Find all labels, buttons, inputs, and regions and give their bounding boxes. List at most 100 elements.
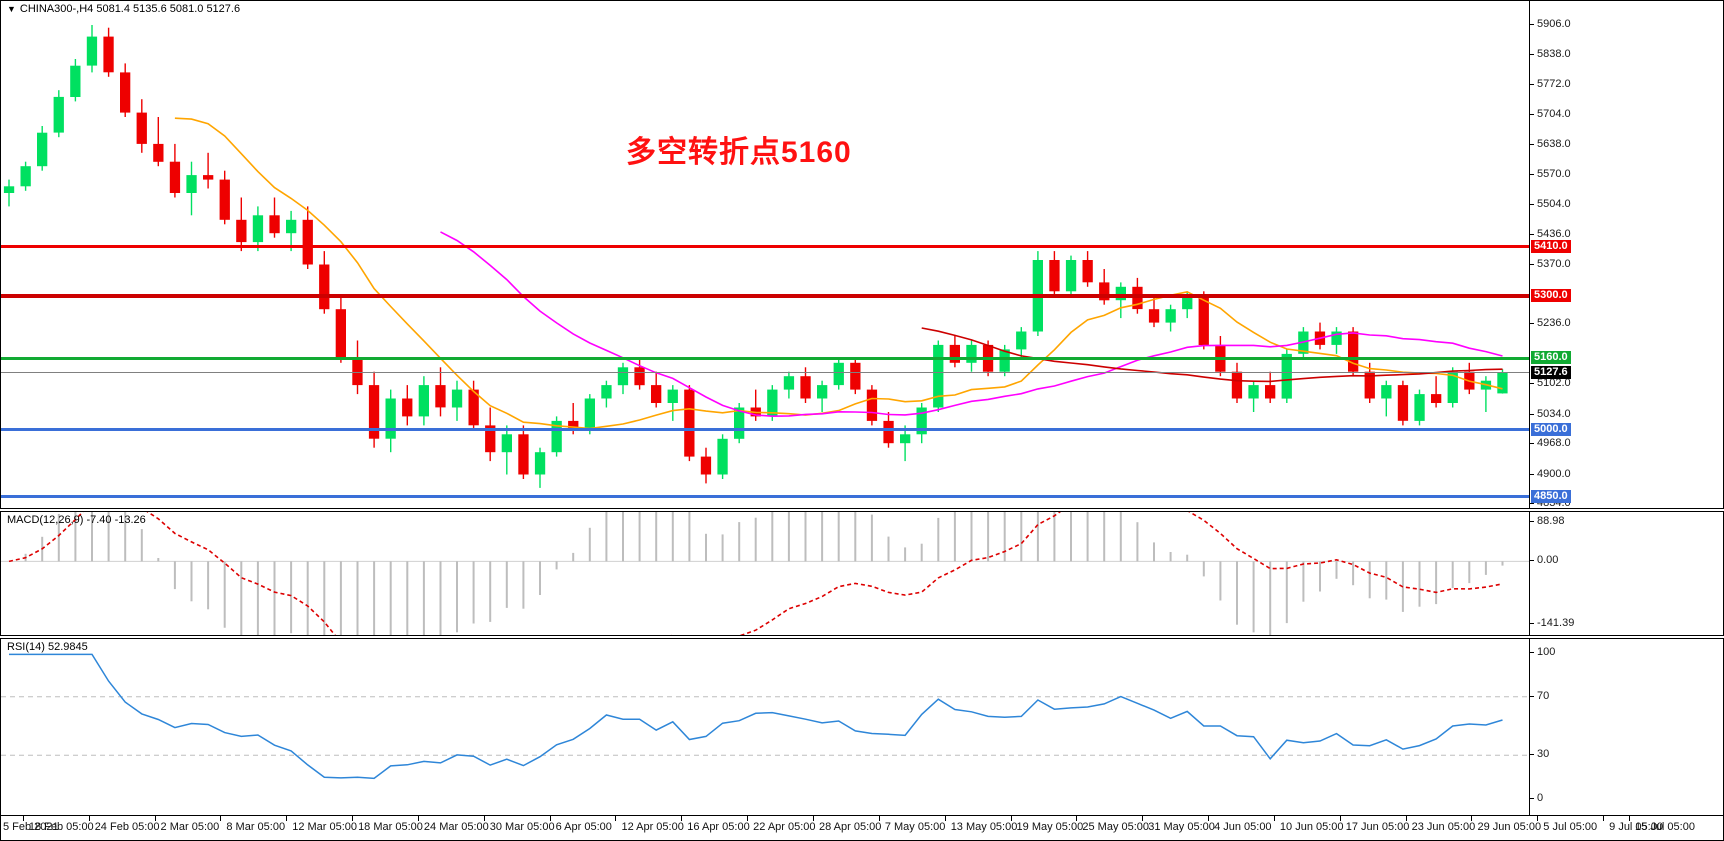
time-axis-tick (813, 816, 814, 821)
price-axis-tick: 4834.0 (1530, 498, 1571, 509)
time-axis-label: 2 Mar 05:00 (160, 821, 220, 833)
time-axis-tick (1603, 816, 1605, 821)
time-axis-label: 18 Feb 05:00 (28, 821, 94, 833)
price-axis-tick: 5436.0 (1530, 229, 1571, 240)
time-axis-tick (1208, 816, 1210, 821)
time-axis-label: 10 Jun 05:00 (1279, 821, 1344, 833)
price-axis-tick: 5102.0 (1530, 378, 1571, 389)
time-axis-label: 15 Jul 05:00 (1635, 821, 1695, 833)
macd-panel[interactable]: MACD(12,26,9) -7.40 -13.26 88.98 0.00 -141… (0, 511, 1724, 636)
price-axis-tick: 5504.0 (1530, 198, 1571, 210)
price-axis-tick: 5236.0 (1530, 318, 1571, 329)
time-axis-label: 24 Mar 05:00 (423, 821, 489, 833)
time-axis-tick (1339, 816, 1341, 821)
price-panel[interactable]: ▼ CHINA300-,H4 5081.4 5135.6 5081.0 5127.… (0, 0, 1724, 509)
time-axis-tick (220, 816, 222, 821)
price-level-line[interactable] (1, 293, 1529, 298)
rsi-axis[interactable]: 100 70 30 0 (1529, 639, 1723, 815)
time-axis-tick (286, 816, 288, 821)
time-axis-tick (615, 816, 617, 821)
time-axis-tick (1629, 816, 1630, 821)
time-axis-tick (22, 816, 24, 821)
time-axis-label: 24 Feb 05:00 (94, 821, 160, 833)
time-axis-label: 13 May 05:00 (950, 821, 1018, 833)
price-axis-tick: 5638.0 (1530, 138, 1571, 150)
rsi-panel[interactable]: RSI(14) 52.9845 100 70 30 0 (0, 638, 1724, 816)
time-axis-tick (944, 816, 946, 821)
time-axis-label: 5 Feb 2021 (3, 821, 59, 833)
macd-plot-area[interactable] (1, 512, 1529, 635)
rsi-series-svg (1, 653, 1529, 780)
rsi-header-label: RSI(14) 52.9845 (7, 641, 88, 653)
time-axis-label: 5 Jul 05:00 (1543, 821, 1598, 833)
price-level-line[interactable] (1, 372, 1529, 374)
time-axis-label: 7 May 05:00 (884, 821, 946, 833)
macd-axis-tick: 88.98 (1530, 516, 1565, 527)
price-axis-tick: 5906.0 (1530, 19, 1571, 30)
price-level-line[interactable] (1, 495, 1529, 499)
time-axis-label: 9 Jul 05:00 (1609, 821, 1663, 833)
time-axis-tick (88, 816, 90, 821)
time-axis-tick (1010, 816, 1012, 821)
symbol-header: ▼ CHINA300-,H4 5081.4 5135.6 5081.0 5127.… (7, 3, 240, 15)
price-axis-tick: 4968.0 (1530, 438, 1571, 449)
time-axis-label: 23 Jun 05:00 (1411, 821, 1476, 833)
price-level-badge[interactable]: 4850.0 (1531, 489, 1571, 503)
time-axis-label: 28 Apr 05:00 (819, 821, 882, 833)
price-level-line[interactable] (1, 428, 1529, 432)
time-axis-tick (878, 816, 880, 821)
macd-series-svg (1, 512, 1529, 635)
time-axis[interactable]: 5 Feb 2021 18 Feb 05:00 24 Feb 05:00 2 Mar … (0, 816, 1724, 841)
price-axis-tick: 5704.0 (1530, 109, 1571, 120)
price-axis-tick: 5370.0 (1530, 258, 1571, 270)
price-axis-tick: 5772.0 (1530, 78, 1571, 90)
time-axis-tick (1142, 816, 1144, 821)
time-axis-tick (154, 816, 156, 821)
time-axis-label: 29 Jun 05:00 (1477, 821, 1542, 833)
price-axis-tick: 5570.0 (1530, 169, 1571, 180)
macd-axis-tick: 0.00 (1530, 555, 1558, 566)
rsi-axis-tick: 0 (1530, 793, 1543, 804)
price-level-badge[interactable]: 5127.6 (1531, 365, 1571, 379)
price-level-line[interactable] (1, 245, 1529, 249)
price-axis[interactable]: 5906.0 5838.0 5772.0 5704.0 5638.0 5570.0 5504… (1529, 1, 1723, 509)
rsi-axis-tick: 30 (1530, 749, 1549, 760)
time-axis-label: 19 May 05:00 (1016, 821, 1084, 833)
macd-header-label: MACD(12,26,9) -7.40 -13.26 (7, 514, 146, 526)
time-axis-label: 12 Apr 05:00 (621, 821, 684, 833)
price-level-line[interactable] (1, 356, 1529, 360)
chevron-down-icon[interactable]: ▼ (7, 4, 16, 15)
time-axis-label: 25 May 05:00 (1082, 821, 1150, 833)
time-axis-tick (1405, 816, 1407, 821)
price-level-badge[interactable]: 5410.0 (1531, 239, 1571, 253)
time-axis-label: 8 Mar 05:00 (226, 821, 286, 833)
chart-annotation-text: 多空转折点5160 (626, 136, 852, 169)
time-axis-tick (417, 816, 419, 821)
time-axis-tick (681, 816, 683, 821)
price-series-svg (3, 25, 1508, 488)
rsi-axis-tick: 100 (1530, 647, 1555, 658)
time-axis-tick (352, 816, 354, 821)
time-axis-tick (1471, 816, 1473, 821)
macd-axis-tick: -141.39 (1530, 618, 1574, 629)
time-axis-label: 31 May 05:00 (1148, 821, 1215, 833)
price-axis-tick: 5838.0 (1530, 49, 1571, 60)
rsi-axis-tick: 70 (1530, 690, 1549, 702)
price-level-badge[interactable]: 5300.0 (1531, 288, 1571, 302)
time-axis-label: 4 Jun 05:00 (1214, 821, 1272, 833)
time-axis-label: 16 Apr 05:00 (687, 821, 750, 833)
price-level-badge[interactable]: 5000.0 (1531, 422, 1571, 436)
time-axis-label: 18 Mar 05:00 (358, 821, 423, 833)
time-axis-tick (747, 816, 749, 821)
symbol-header-label: CHINA300-,H4 5081.4 5135.6 5081.0 5127.6 (19, 3, 241, 15)
price-plot-area[interactable] (1, 1, 1529, 508)
price-level-badge[interactable]: 5160.0 (1531, 351, 1571, 365)
macd-axis[interactable]: 88.98 0.00 -141.39 (1529, 512, 1723, 635)
time-axis-label: 17 Jun 05:00 (1345, 821, 1410, 833)
time-axis-label: 12 Mar 05:00 (292, 821, 358, 833)
time-axis-tick (1273, 816, 1275, 821)
time-axis-label: 22 Apr 05:00 (753, 821, 816, 833)
rsi-plot-area[interactable] (1, 639, 1529, 815)
time-axis-label: 30 Mar 05:00 (489, 821, 555, 833)
